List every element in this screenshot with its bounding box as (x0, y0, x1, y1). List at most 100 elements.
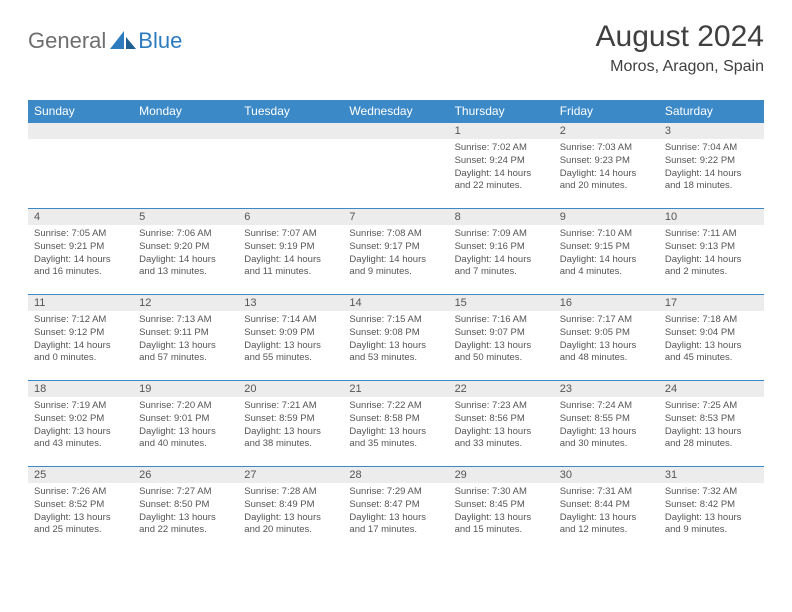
day-content: Sunrise: 7:19 AMSunset: 9:02 PMDaylight:… (28, 397, 133, 455)
day-content: Sunrise: 7:28 AMSunset: 8:49 PMDaylight:… (238, 483, 343, 541)
calendar-day-cell: 15Sunrise: 7:16 AMSunset: 9:07 PMDayligh… (449, 295, 554, 381)
day-content: Sunrise: 7:06 AMSunset: 9:20 PMDaylight:… (133, 225, 238, 283)
day-number: 6 (238, 209, 343, 225)
calendar-day-cell: 7Sunrise: 7:08 AMSunset: 9:17 PMDaylight… (343, 209, 448, 295)
day-number: 25 (28, 467, 133, 483)
calendar-head: SundayMondayTuesdayWednesdayThursdayFrid… (28, 100, 764, 123)
calendar-day-cell: 1Sunrise: 7:02 AMSunset: 9:24 PMDaylight… (449, 123, 554, 209)
weekday-header: Tuesday (238, 100, 343, 123)
day-content: Sunrise: 7:20 AMSunset: 9:01 PMDaylight:… (133, 397, 238, 455)
calendar-week-row: 4Sunrise: 7:05 AMSunset: 9:21 PMDaylight… (28, 209, 764, 295)
calendar-table: SundayMondayTuesdayWednesdayThursdayFrid… (28, 100, 764, 553)
location: Moros, Aragon, Spain (596, 58, 764, 76)
day-content: Sunrise: 7:09 AMSunset: 9:16 PMDaylight:… (449, 225, 554, 283)
day-content: Sunrise: 7:29 AMSunset: 8:47 PMDaylight:… (343, 483, 448, 541)
day-number: 21 (343, 381, 448, 397)
calendar-day-cell: 13Sunrise: 7:14 AMSunset: 9:09 PMDayligh… (238, 295, 343, 381)
weekday-header: Saturday (659, 100, 764, 123)
day-content: Sunrise: 7:30 AMSunset: 8:45 PMDaylight:… (449, 483, 554, 541)
calendar-day-cell: 18Sunrise: 7:19 AMSunset: 9:02 PMDayligh… (28, 381, 133, 467)
calendar-day-cell: 9Sunrise: 7:10 AMSunset: 9:15 PMDaylight… (554, 209, 659, 295)
calendar-day-cell: 6Sunrise: 7:07 AMSunset: 9:19 PMDaylight… (238, 209, 343, 295)
weekday-header: Thursday (449, 100, 554, 123)
day-number: 3 (659, 123, 764, 139)
day-number: 31 (659, 467, 764, 483)
calendar-day-cell: 31Sunrise: 7:32 AMSunset: 8:42 PMDayligh… (659, 467, 764, 553)
calendar-day-cell (343, 123, 448, 209)
calendar-day-cell: 23Sunrise: 7:24 AMSunset: 8:55 PMDayligh… (554, 381, 659, 467)
day-content: Sunrise: 7:04 AMSunset: 9:22 PMDaylight:… (659, 139, 764, 197)
day-number (28, 123, 133, 139)
day-number: 23 (554, 381, 659, 397)
day-content: Sunrise: 7:12 AMSunset: 9:12 PMDaylight:… (28, 311, 133, 369)
logo-sail-icon (110, 31, 136, 49)
day-number: 19 (133, 381, 238, 397)
calendar-day-cell: 30Sunrise: 7:31 AMSunset: 8:44 PMDayligh… (554, 467, 659, 553)
day-number: 17 (659, 295, 764, 311)
day-number: 22 (449, 381, 554, 397)
day-content: Sunrise: 7:07 AMSunset: 9:19 PMDaylight:… (238, 225, 343, 283)
calendar-day-cell: 2Sunrise: 7:03 AMSunset: 9:23 PMDaylight… (554, 123, 659, 209)
calendar-day-cell: 22Sunrise: 7:23 AMSunset: 8:56 PMDayligh… (449, 381, 554, 467)
weekday-header: Monday (133, 100, 238, 123)
day-content: Sunrise: 7:10 AMSunset: 9:15 PMDaylight:… (554, 225, 659, 283)
calendar-day-cell: 24Sunrise: 7:25 AMSunset: 8:53 PMDayligh… (659, 381, 764, 467)
day-number: 29 (449, 467, 554, 483)
calendar-day-cell: 10Sunrise: 7:11 AMSunset: 9:13 PMDayligh… (659, 209, 764, 295)
calendar-week-row: 18Sunrise: 7:19 AMSunset: 9:02 PMDayligh… (28, 381, 764, 467)
calendar-day-cell: 8Sunrise: 7:09 AMSunset: 9:16 PMDaylight… (449, 209, 554, 295)
calendar-week-row: 25Sunrise: 7:26 AMSunset: 8:52 PMDayligh… (28, 467, 764, 553)
weekday-row: SundayMondayTuesdayWednesdayThursdayFrid… (28, 100, 764, 123)
weekday-header: Sunday (28, 100, 133, 123)
weekday-header: Wednesday (343, 100, 448, 123)
day-content: Sunrise: 7:05 AMSunset: 9:21 PMDaylight:… (28, 225, 133, 283)
calendar-week-row: 1Sunrise: 7:02 AMSunset: 9:24 PMDaylight… (28, 123, 764, 209)
day-content: Sunrise: 7:03 AMSunset: 9:23 PMDaylight:… (554, 139, 659, 197)
calendar-day-cell: 28Sunrise: 7:29 AMSunset: 8:47 PMDayligh… (343, 467, 448, 553)
calendar-day-cell: 5Sunrise: 7:06 AMSunset: 9:20 PMDaylight… (133, 209, 238, 295)
logo-text-general: General (28, 28, 106, 54)
day-number: 9 (554, 209, 659, 225)
day-content: Sunrise: 7:02 AMSunset: 9:24 PMDaylight:… (449, 139, 554, 197)
day-number: 16 (554, 295, 659, 311)
title-block: August 2024 Moros, Aragon, Spain (596, 20, 764, 76)
day-content: Sunrise: 7:25 AMSunset: 8:53 PMDaylight:… (659, 397, 764, 455)
calendar-day-cell: 16Sunrise: 7:17 AMSunset: 9:05 PMDayligh… (554, 295, 659, 381)
calendar-day-cell (238, 123, 343, 209)
day-number (133, 123, 238, 139)
day-content: Sunrise: 7:15 AMSunset: 9:08 PMDaylight:… (343, 311, 448, 369)
day-content: Sunrise: 7:32 AMSunset: 8:42 PMDaylight:… (659, 483, 764, 541)
day-content: Sunrise: 7:11 AMSunset: 9:13 PMDaylight:… (659, 225, 764, 283)
day-number: 18 (28, 381, 133, 397)
day-number: 26 (133, 467, 238, 483)
weekday-header: Friday (554, 100, 659, 123)
calendar-day-cell: 14Sunrise: 7:15 AMSunset: 9:08 PMDayligh… (343, 295, 448, 381)
day-number: 27 (238, 467, 343, 483)
calendar-day-cell: 4Sunrise: 7:05 AMSunset: 9:21 PMDaylight… (28, 209, 133, 295)
day-number: 20 (238, 381, 343, 397)
calendar-day-cell: 29Sunrise: 7:30 AMSunset: 8:45 PMDayligh… (449, 467, 554, 553)
day-number: 7 (343, 209, 448, 225)
calendar-day-cell: 12Sunrise: 7:13 AMSunset: 9:11 PMDayligh… (133, 295, 238, 381)
day-number: 15 (449, 295, 554, 311)
day-content: Sunrise: 7:31 AMSunset: 8:44 PMDaylight:… (554, 483, 659, 541)
calendar-page: General Blue August 2024 Moros, Aragon, … (0, 0, 792, 573)
day-number: 4 (28, 209, 133, 225)
day-content: Sunrise: 7:08 AMSunset: 9:17 PMDaylight:… (343, 225, 448, 283)
day-number: 14 (343, 295, 448, 311)
calendar-day-cell: 17Sunrise: 7:18 AMSunset: 9:04 PMDayligh… (659, 295, 764, 381)
day-number: 30 (554, 467, 659, 483)
day-number: 28 (343, 467, 448, 483)
day-content: Sunrise: 7:23 AMSunset: 8:56 PMDaylight:… (449, 397, 554, 455)
calendar-day-cell: 21Sunrise: 7:22 AMSunset: 8:58 PMDayligh… (343, 381, 448, 467)
page-header: General Blue August 2024 Moros, Aragon, … (28, 20, 764, 76)
day-number: 2 (554, 123, 659, 139)
calendar-week-row: 11Sunrise: 7:12 AMSunset: 9:12 PMDayligh… (28, 295, 764, 381)
calendar-day-cell: 27Sunrise: 7:28 AMSunset: 8:49 PMDayligh… (238, 467, 343, 553)
calendar-day-cell: 11Sunrise: 7:12 AMSunset: 9:12 PMDayligh… (28, 295, 133, 381)
day-content: Sunrise: 7:13 AMSunset: 9:11 PMDaylight:… (133, 311, 238, 369)
calendar-day-cell: 19Sunrise: 7:20 AMSunset: 9:01 PMDayligh… (133, 381, 238, 467)
calendar-day-cell: 20Sunrise: 7:21 AMSunset: 8:59 PMDayligh… (238, 381, 343, 467)
day-content: Sunrise: 7:27 AMSunset: 8:50 PMDaylight:… (133, 483, 238, 541)
day-number (238, 123, 343, 139)
